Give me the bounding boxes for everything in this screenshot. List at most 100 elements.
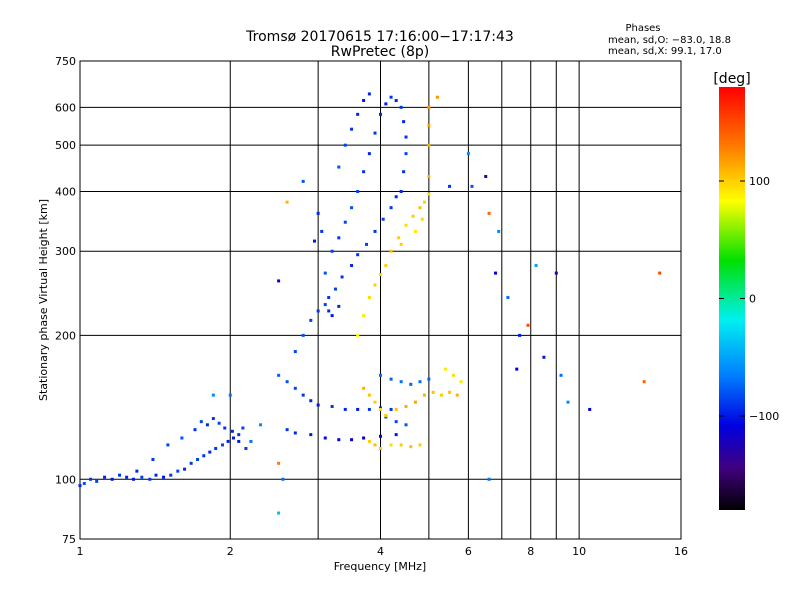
data-point (293, 431, 297, 435)
data-point (379, 446, 382, 450)
data-point (208, 450, 212, 454)
data-point (411, 214, 415, 218)
data-point (379, 112, 382, 116)
data-point (316, 403, 320, 407)
data-point (362, 314, 366, 318)
data-point (470, 184, 474, 188)
data-point (448, 184, 452, 188)
data-point (110, 477, 114, 481)
data-point (409, 382, 413, 386)
data-point (404, 423, 408, 427)
data-point (199, 420, 203, 424)
data-point (103, 475, 107, 479)
data-point (399, 380, 403, 384)
data-point (211, 393, 215, 397)
data-point (362, 436, 366, 440)
data-point (285, 200, 289, 204)
data-point (367, 439, 371, 443)
data-point (148, 477, 152, 481)
data-point (381, 217, 385, 221)
x-tick-label: 4 (377, 545, 384, 558)
colorbar-tick-label: 100 (749, 175, 770, 188)
data-point (350, 438, 354, 442)
data-point (323, 436, 327, 440)
data-point (285, 380, 289, 384)
data-point (277, 461, 281, 465)
data-point (427, 143, 431, 147)
data-point (487, 211, 491, 215)
data-point (281, 477, 285, 481)
data-point (237, 439, 241, 443)
data-point (135, 469, 139, 473)
data-point (337, 236, 341, 240)
data-point (226, 439, 230, 443)
data-point (367, 393, 371, 397)
data-point (323, 271, 327, 275)
data-point (350, 264, 354, 268)
data-point (249, 439, 253, 443)
data-point (356, 333, 360, 337)
data-point (189, 461, 193, 465)
data-point (356, 407, 360, 411)
data-point (384, 413, 388, 417)
data-point (350, 127, 354, 131)
data-point (404, 223, 408, 227)
data-point (506, 296, 510, 300)
data-point (337, 304, 341, 308)
data-point (384, 102, 388, 106)
data-point (373, 131, 377, 135)
data-point (402, 170, 406, 174)
data-point (404, 404, 408, 408)
x-tick-label: 1 (77, 545, 84, 558)
data-point (384, 264, 388, 268)
data-points (78, 92, 662, 515)
data-point (89, 477, 93, 481)
colorbar-tick-label: 0 (749, 293, 756, 306)
data-point (399, 105, 403, 109)
data-point (534, 264, 538, 268)
data-point (132, 477, 136, 481)
data-point (362, 386, 366, 390)
data-point (455, 393, 459, 397)
data-point (356, 112, 360, 116)
data-point (301, 393, 305, 397)
data-point (459, 380, 463, 384)
data-point (373, 229, 377, 233)
data-point (494, 271, 498, 275)
data-point (373, 400, 377, 404)
data-point (330, 249, 334, 253)
data-point (427, 192, 431, 196)
data-point (367, 407, 371, 411)
data-point (223, 426, 227, 430)
data-point (515, 367, 519, 371)
colorbar-label: [deg] (713, 71, 750, 87)
data-point (330, 404, 334, 408)
data-point (402, 120, 406, 124)
data-point (231, 436, 235, 440)
data-point (211, 417, 215, 421)
data-point (350, 206, 354, 210)
data-point (362, 99, 366, 103)
data-point (389, 249, 393, 253)
data-point (196, 457, 200, 461)
data-point (413, 400, 417, 404)
chart-title: Tromsø 20170615 17:16:00−17:17:43 (245, 29, 514, 45)
y-axis-ticks: 75 100 200 300 400 500 600 750 (55, 55, 76, 546)
data-point (448, 390, 452, 394)
data-point (327, 296, 331, 300)
data-point (343, 407, 347, 411)
x-tick-label: 8 (527, 545, 534, 558)
data-point (367, 296, 371, 300)
data-point (330, 314, 334, 318)
data-point (399, 189, 403, 193)
data-point (312, 239, 316, 243)
chart-subtitle: RwPretec (8p) (331, 44, 429, 60)
data-point (337, 165, 341, 169)
data-point (413, 229, 417, 233)
data-point (379, 273, 382, 277)
data-point (320, 229, 324, 233)
data-point (193, 428, 197, 432)
data-point (409, 445, 413, 449)
x-tick-label: 10 (572, 545, 586, 558)
data-point (214, 446, 218, 450)
